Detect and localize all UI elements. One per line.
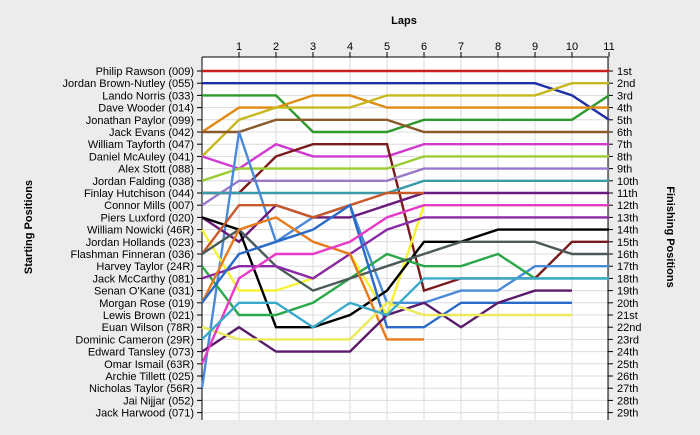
driver-position-line <box>200 131 609 389</box>
finish-position-label: 27th <box>617 383 638 395</box>
y-axis-label-right: Finishing Positions <box>664 186 676 287</box>
chart-title: Laps <box>391 15 417 27</box>
start-position-label: Daniel McAuley (041) <box>89 151 194 163</box>
x-tick-label: 10 <box>566 41 578 53</box>
x-tick-label: 7 <box>458 41 464 53</box>
start-position-label: Finlay Hutchison (044) <box>84 188 194 200</box>
start-position-label: Connor Mills (007) <box>104 200 194 212</box>
finish-position-label: 21st <box>617 310 638 322</box>
finish-position-label: 2nd <box>617 78 635 90</box>
driver-position-line <box>201 216 609 329</box>
finish-position-label: 24th <box>617 347 638 359</box>
finish-position-label: 1st <box>617 66 632 78</box>
driver-position-line <box>202 81 610 121</box>
driver-position-line <box>201 94 609 134</box>
start-position-label: William Nowicki (46R) <box>87 225 194 237</box>
start-position-label: Jack McCarthy (081) <box>93 273 194 285</box>
start-position-label: Archie Tillett (025) <box>105 371 194 383</box>
finish-position-label: 8th <box>617 151 632 163</box>
driver-position-line <box>201 216 609 280</box>
driver-position-line <box>201 155 609 182</box>
start-position-label: Senan O'Kane (031) <box>94 286 194 298</box>
driver-position-line <box>201 191 609 244</box>
finish-position-label: 12th <box>617 200 638 212</box>
finish-position-label: 23rd <box>617 334 639 346</box>
finish-position-label: 6th <box>617 127 632 139</box>
x-tick-label: 6 <box>421 41 427 53</box>
driver-position-line <box>201 301 572 341</box>
start-position-label: Euan Wilson (78R) <box>102 322 194 334</box>
start-position-label: Edward Tansley (073) <box>88 347 194 359</box>
start-position-label: Nicholas Taylor (56R) <box>89 383 194 395</box>
start-position-label: William Tayforth (047) <box>88 139 194 151</box>
x-tick-label: 11 <box>603 41 614 53</box>
y-axis-label-left: Starting Positions <box>23 180 35 274</box>
driver-position-line <box>201 167 609 207</box>
start-position-label: Morgan Rose (019) <box>99 298 194 310</box>
finish-position-label: 4th <box>617 103 632 115</box>
x-tick-label: 1 <box>236 41 242 53</box>
finish-position-label: 26th <box>617 371 638 383</box>
finish-position-label: 3rd <box>617 90 633 102</box>
finish-position-label: 5th <box>617 115 632 127</box>
start-position-label: Jai Nijjar (052) <box>123 395 194 407</box>
plot-area: 1 2 3 4 5 6 7 8 9 10 11 Philip Rawson (009)Jordan B… <box>63 41 641 420</box>
start-position-label: Flashman Finneran (036) <box>70 249 194 261</box>
finish-position-label: 15th <box>617 237 638 249</box>
start-position-label: Lewis Brown (021) <box>103 310 194 322</box>
start-position-label: Omar Ismail (63R) <box>104 359 194 371</box>
driver-position-line <box>202 142 609 293</box>
finish-position-label: 20th <box>617 298 638 310</box>
start-position-label: Jordan Falding (038) <box>92 176 194 188</box>
x-tick-label: 8 <box>495 41 501 53</box>
start-position-label: Philip Rawson (009) <box>96 66 194 78</box>
driver-position-line <box>201 81 609 158</box>
finish-position-label: 7th <box>617 139 632 151</box>
start-position-label: Piers Luxford (020) <box>100 212 194 224</box>
driver-position-line <box>201 191 424 255</box>
x-tick-label: 3 <box>310 41 316 53</box>
start-position-label: Alex Stott (088) <box>118 164 194 176</box>
start-position-label: Lando Norris (033) <box>102 90 194 102</box>
driver-lines <box>200 69 610 389</box>
x-tick-label: 2 <box>273 41 279 53</box>
finish-position-label: 11th <box>617 188 638 200</box>
finish-position-label: 18th <box>617 273 638 285</box>
finish-position-label: 28th <box>617 395 638 407</box>
start-position-label: Jonathan Paylor (099) <box>86 115 194 127</box>
x-tick-label: 5 <box>384 41 390 53</box>
driver-position-line <box>201 228 609 292</box>
driver-position-line <box>202 179 609 195</box>
start-position-label: Dave Wooder (014) <box>98 103 194 115</box>
finish-position-label: 9th <box>617 164 632 176</box>
plot-background <box>202 57 608 420</box>
finish-position-label: 19th <box>617 286 638 298</box>
finish-position-label: 25th <box>617 359 638 371</box>
start-position-label: Jordan Hollands (023) <box>86 237 194 249</box>
driver-position-line <box>200 216 424 341</box>
start-position-label: Jack Evans (042) <box>109 127 194 139</box>
driver-position-line <box>202 118 609 134</box>
driver-position-line <box>200 203 609 365</box>
driver-position-line <box>201 277 609 341</box>
finish-position-label: 10th <box>617 176 638 188</box>
driver-position-line <box>201 142 609 170</box>
start-position-label: Harvey Taylor (24R) <box>96 261 194 273</box>
finish-position-label: 29th <box>617 408 638 420</box>
finish-position-label: 16th <box>617 249 638 261</box>
finish-position-label: 17th <box>617 261 638 273</box>
x-tick-label: 9 <box>532 41 538 53</box>
x-tick-label: 4 <box>347 41 353 53</box>
driver-position-line <box>201 203 572 329</box>
start-position-label: Dominic Cameron (29R) <box>75 334 194 346</box>
start-position-label: Jack Harwood (071) <box>96 408 194 420</box>
start-position-label: Jordan Brown-Nutley (055) <box>63 78 194 90</box>
finish-position-label: 22nd <box>617 322 641 334</box>
finish-position-label: 13th <box>617 212 638 224</box>
finish-position-label: 14th <box>617 225 638 237</box>
